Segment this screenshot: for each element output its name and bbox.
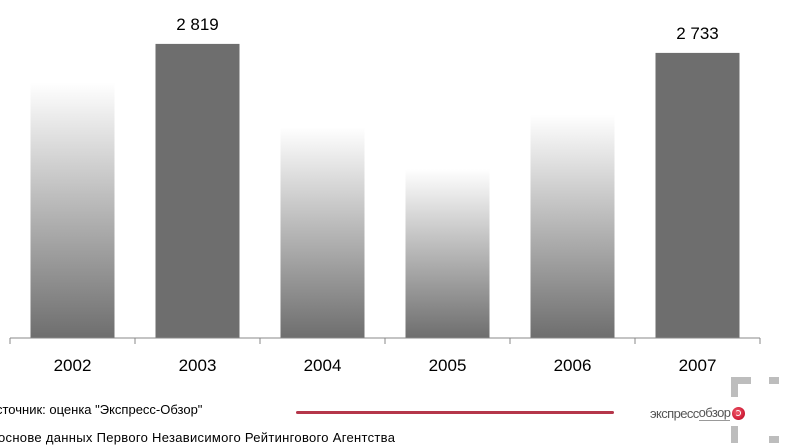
logo-text-right: обзор [698, 405, 731, 421]
data-basis-note: основе данных Первого Независимого Рейти… [0, 430, 396, 445]
bar-2004 [280, 127, 365, 338]
value-label-2007: 2 733 [676, 24, 719, 43]
logo-corner-bottom-right [769, 436, 779, 443]
logo-corner-top-right [769, 377, 779, 384]
bar-2006 [530, 114, 615, 338]
x-axis-ticks [9, 338, 761, 344]
value-label-2003: 2 819 [176, 15, 219, 34]
value-labels-group: 2 819 2 733 [176, 15, 719, 43]
tick-label-2006: 2006 [554, 356, 592, 375]
logo-corner-top-left-h [731, 377, 751, 384]
tick-label-2007: 2007 [679, 356, 717, 375]
logo-corner-top-left-v [731, 377, 738, 397]
tick-label-2005: 2005 [429, 356, 467, 375]
bars-group [30, 43, 740, 339]
bar-2007 [655, 52, 740, 339]
brand-logo: экспресс обзор [650, 403, 746, 423]
tick-label-2002: 2002 [54, 356, 92, 375]
tick-label-2003: 2003 [179, 356, 217, 375]
bar-2003 [155, 43, 240, 339]
logo-corner-bottom-left-v [731, 426, 738, 443]
red-circle-logo-icon [732, 406, 746, 420]
bar-2002 [30, 82, 115, 339]
logo-text-left: экспресс [650, 405, 699, 421]
x-axis-tick-labels: 2002 2003 2004 2005 2006 2007 [54, 356, 717, 375]
tick-label-2004: 2004 [304, 356, 342, 375]
bar-chart: 2 819 2 733 2002 2003 2004 2005 2006 2007 [9, 15, 761, 375]
source-note: сточник: оценка "Экспресс-Обзор" [0, 402, 203, 417]
source-underline [296, 411, 614, 414]
bar-2005 [405, 169, 490, 338]
